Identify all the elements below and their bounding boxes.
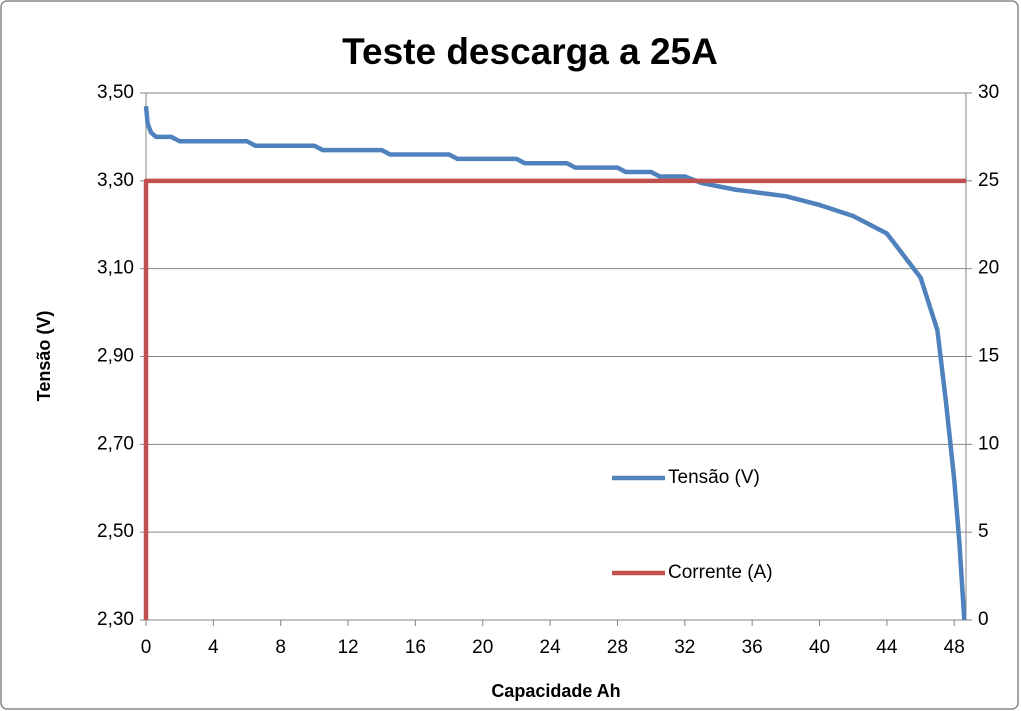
y-tick-label: 2,90 <box>97 346 134 367</box>
x-axis-label: Capacidade Ah <box>491 681 620 701</box>
x-tick-label: 24 <box>540 637 562 658</box>
x-tick-label: 8 <box>275 637 286 658</box>
x-tick-label: 40 <box>809 637 830 658</box>
legend-label: Corrente (A) <box>668 562 773 583</box>
y-tick-label: 3,30 <box>97 170 134 191</box>
y-tick-label: 2,50 <box>97 521 134 542</box>
x-tick-label: 44 <box>876 637 898 658</box>
y2-tick-label: 20 <box>978 258 999 279</box>
y2-tick-label: 25 <box>978 170 999 191</box>
series-line <box>143 105 967 621</box>
x-tick-label: 20 <box>472 637 493 658</box>
x-tick-label: 32 <box>674 637 695 658</box>
y-tick-label: 3,50 <box>97 82 134 103</box>
x-tick-label: 48 <box>944 637 965 658</box>
x-tick-label: 16 <box>405 637 426 658</box>
y2-tick-label: 5 <box>978 521 989 542</box>
y2-tick-label: 0 <box>978 609 989 630</box>
y-tick-label: 2,30 <box>97 609 134 630</box>
series-line <box>143 178 966 620</box>
y-axis-label: Tensão (V) <box>34 311 54 402</box>
x-tick-label: 36 <box>742 637 763 658</box>
y2-tick-label: 10 <box>978 433 999 454</box>
y2-tick-label: 30 <box>978 82 999 103</box>
x-tick-label: 28 <box>607 637 628 658</box>
legend-label: Tensão (V) <box>668 467 760 488</box>
x-tick-label: 4 <box>208 637 219 658</box>
chart-title: Teste descarga a 25A <box>342 31 718 72</box>
x-tick-label: 0 <box>141 637 152 658</box>
y-tick-label: 3,10 <box>97 258 134 279</box>
y-tick-label: 2,70 <box>97 433 134 454</box>
y2-tick-label: 15 <box>978 346 999 367</box>
x-tick-label: 12 <box>337 637 358 658</box>
